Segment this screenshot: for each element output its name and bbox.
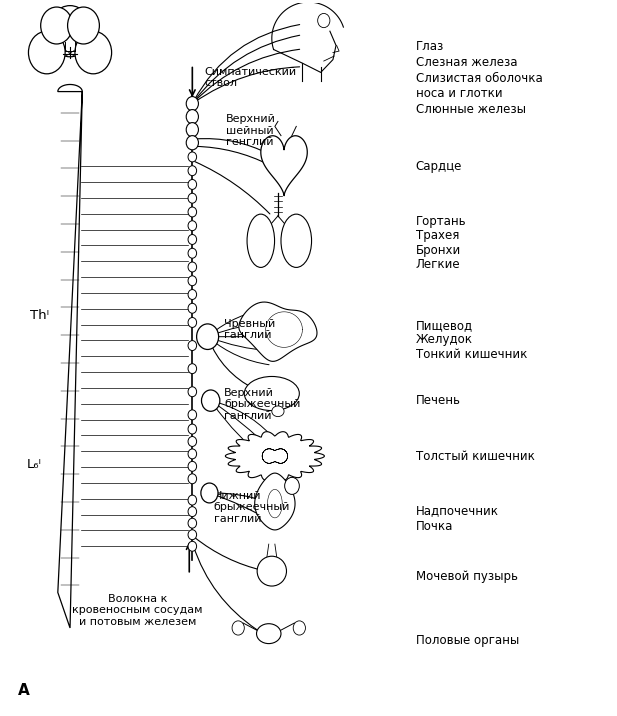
Text: Слизистая оболочка: Слизистая оболочка [415,72,542,85]
Text: Симпатический
ствол: Симпатический ствол [205,67,297,88]
Text: Нижний
брыжеечный
ганглий: Нижний брыжеечный ганглий [213,490,290,524]
Circle shape [28,32,65,74]
Circle shape [188,474,197,484]
Circle shape [188,507,197,517]
Circle shape [232,621,244,635]
Circle shape [188,262,197,272]
Circle shape [188,207,197,217]
Polygon shape [255,473,295,530]
Circle shape [188,289,197,299]
Text: Сардце: Сардце [415,160,462,173]
Circle shape [188,193,197,203]
Text: Трахея: Трахея [415,229,459,242]
Circle shape [188,180,197,190]
Circle shape [186,135,199,150]
Circle shape [293,621,305,635]
Circle shape [188,152,197,162]
Circle shape [188,518,197,528]
Circle shape [186,97,199,111]
Text: Thᴵ: Thᴵ [30,309,49,322]
Text: Печень: Печень [415,394,460,407]
Circle shape [188,495,197,505]
Polygon shape [261,136,307,195]
Polygon shape [225,432,325,480]
Circle shape [186,122,199,137]
Circle shape [68,7,99,44]
Circle shape [41,7,72,44]
Text: Тонкий кишечник: Тонкий кишечник [415,348,527,361]
Text: A: A [18,682,30,697]
Text: Пищевод: Пищевод [415,319,473,332]
Circle shape [284,478,299,495]
Circle shape [188,449,197,459]
Text: носа и глотки: носа и глотки [415,87,502,100]
Circle shape [186,110,199,124]
Circle shape [188,424,197,434]
Text: Бронхи: Бронхи [415,243,461,256]
Circle shape [197,324,218,349]
Circle shape [188,437,197,447]
Ellipse shape [272,406,284,417]
Circle shape [188,530,197,540]
Text: Волокна к
кровеносным сосудам
и потовым железем: Волокна к кровеносным сосудам и потовым … [72,594,202,626]
Circle shape [188,461,197,471]
Text: Чревный
ганглий: Чревный ганглий [224,319,275,340]
Text: Почка: Почка [415,520,453,533]
Circle shape [188,364,197,374]
Polygon shape [58,84,82,628]
Circle shape [188,317,197,327]
Circle shape [188,221,197,231]
Circle shape [188,410,197,420]
Circle shape [75,32,112,74]
Text: Надпочечник: Надпочечник [415,504,499,517]
Text: Глаз: Глаз [415,40,444,53]
Text: Желудок: Желудок [415,333,473,346]
Circle shape [188,235,197,244]
Text: Легкие: Легкие [415,258,460,271]
Circle shape [318,14,330,28]
Ellipse shape [281,214,312,267]
Circle shape [188,341,197,351]
Text: Мочевой пузырь: Мочевой пузырь [415,570,518,583]
Circle shape [188,541,197,551]
Text: Слезная железа: Слезная железа [415,56,517,69]
Circle shape [188,276,197,286]
Circle shape [202,390,220,411]
Circle shape [188,387,197,397]
Polygon shape [239,302,317,362]
Text: Верхний
брыжеечный
ганглий: Верхний брыжеечный ганглий [224,387,300,421]
Ellipse shape [244,377,299,410]
Circle shape [188,248,197,258]
Text: Слюнные железы: Слюнные железы [415,103,526,116]
Text: Гортань: Гортань [415,215,466,228]
Circle shape [48,6,92,57]
Text: Половые органы: Половые органы [415,634,519,647]
Text: Верхний
шейный
генглий: Верхний шейный генглий [226,114,276,147]
Ellipse shape [257,556,286,586]
Text: Толстый кишечник: Толстый кишечник [415,450,534,463]
Circle shape [201,483,218,503]
Ellipse shape [247,214,275,267]
Circle shape [188,165,197,175]
Text: L₆ᴵ: L₆ᴵ [27,458,42,471]
Ellipse shape [257,624,281,644]
Circle shape [188,304,197,313]
